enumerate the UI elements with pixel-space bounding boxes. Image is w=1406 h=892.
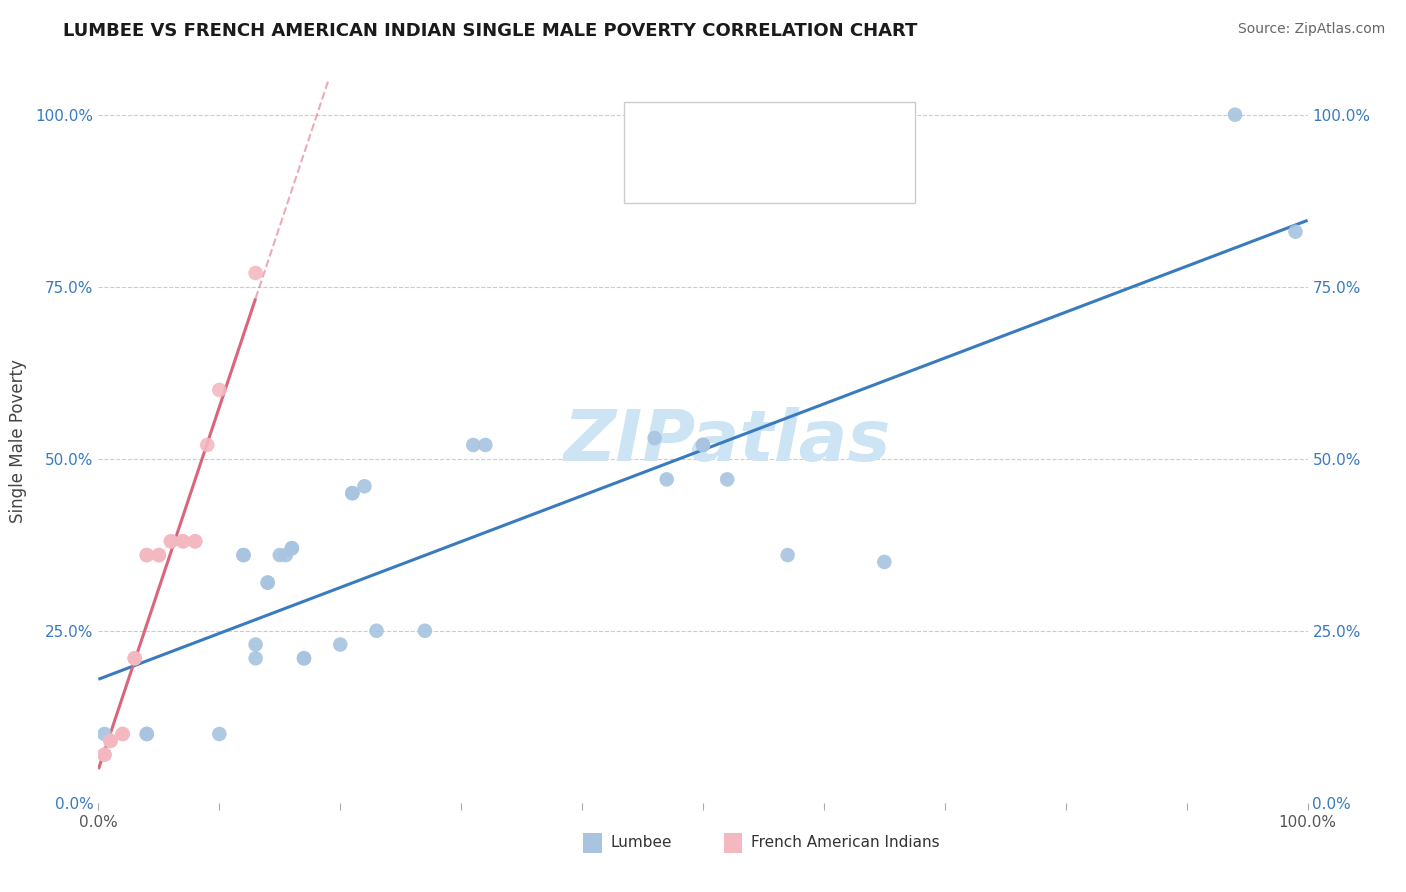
- Text: R = 0.347   N = 33: R = 0.347 N = 33: [665, 119, 849, 136]
- Point: [100, 734, 122, 748]
- Point: [135, 548, 157, 562]
- Point: [124, 651, 146, 665]
- Point: [135, 727, 157, 741]
- Point: [100, 734, 122, 748]
- Point: [655, 472, 678, 486]
- Point: [93, 727, 115, 741]
- Point: [232, 548, 254, 562]
- Point: [463, 438, 485, 452]
- Point: [256, 575, 278, 590]
- Text: ZIPatlas: ZIPatlas: [564, 407, 891, 476]
- Point: [1284, 225, 1306, 239]
- Y-axis label: Single Male Poverty: Single Male Poverty: [10, 359, 27, 524]
- Point: [111, 727, 134, 741]
- Point: [135, 727, 157, 741]
- Point: [93, 747, 115, 762]
- Point: [292, 651, 315, 665]
- Point: [692, 438, 714, 452]
- Point: [353, 479, 375, 493]
- Text: LUMBEE VS FRENCH AMERICAN INDIAN SINGLE MALE POVERTY CORRELATION CHART: LUMBEE VS FRENCH AMERICAN INDIAN SINGLE …: [63, 22, 918, 40]
- Point: [292, 651, 315, 665]
- Point: [148, 548, 170, 562]
- Point: [148, 548, 170, 562]
- Point: [281, 541, 304, 556]
- Point: [329, 638, 352, 652]
- Point: [245, 266, 267, 280]
- Point: [135, 548, 157, 562]
- Text: R = 0.509   N = 21: R = 0.509 N = 21: [665, 161, 849, 179]
- Point: [184, 534, 207, 549]
- Point: [474, 438, 496, 452]
- Point: [281, 541, 304, 556]
- Point: [873, 555, 896, 569]
- Point: [366, 624, 388, 638]
- Point: [1223, 108, 1246, 122]
- Point: [692, 438, 714, 452]
- Point: [342, 486, 364, 500]
- Point: [172, 534, 194, 549]
- Point: [184, 534, 207, 549]
- Point: [644, 431, 666, 445]
- Point: [274, 548, 297, 562]
- Point: [160, 534, 183, 549]
- Text: Lumbee: Lumbee: [610, 836, 672, 850]
- Point: [124, 651, 146, 665]
- Point: [208, 383, 231, 397]
- Point: [160, 534, 183, 549]
- Point: [232, 548, 254, 562]
- Point: [716, 472, 738, 486]
- Point: [195, 438, 218, 452]
- Point: [342, 486, 364, 500]
- Text: French American Indians: French American Indians: [751, 836, 939, 850]
- Point: [245, 651, 267, 665]
- Point: [172, 534, 194, 549]
- Point: [413, 624, 436, 638]
- Point: [245, 638, 267, 652]
- Point: [208, 727, 231, 741]
- Point: [111, 727, 134, 741]
- Text: Source: ZipAtlas.com: Source: ZipAtlas.com: [1237, 22, 1385, 37]
- Point: [269, 548, 291, 562]
- Point: [776, 548, 799, 562]
- Point: [256, 575, 278, 590]
- Point: [93, 747, 115, 762]
